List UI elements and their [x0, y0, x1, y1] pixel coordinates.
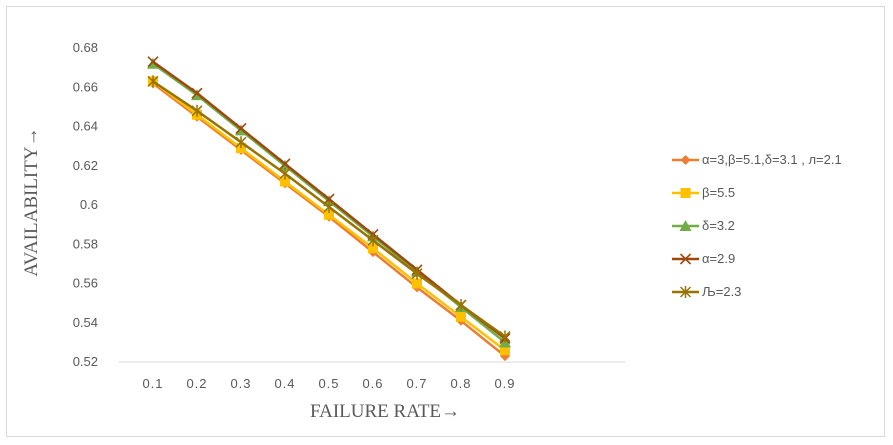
x-tick-label: 0.9	[494, 376, 515, 391]
data-point	[191, 87, 203, 99]
legend-label: δ=3.2	[702, 218, 735, 233]
y-tick-label: 0.58	[73, 236, 98, 251]
legend-item: α=3,β=5.1,δ=3.1 , л=2.1	[672, 152, 842, 167]
data-point	[147, 75, 159, 88]
marker-stroke	[279, 158, 291, 170]
y-tick-label: 0.56	[73, 276, 98, 291]
x-tick-label: 0.6	[362, 376, 383, 391]
legend-item: β=5.5	[672, 185, 735, 200]
x-tick-label: 0.2	[186, 376, 207, 391]
x-axis-title: FAILURE RATE→	[310, 401, 460, 422]
data-point	[279, 167, 291, 180]
y-axis-title: AVAILABILITY→	[21, 127, 42, 276]
y-tick-label: 0.54	[73, 315, 98, 330]
data-point	[147, 56, 159, 68]
data-point	[235, 122, 247, 135]
data-point	[323, 200, 335, 213]
legend-marker	[680, 155, 691, 165]
series-5	[147, 75, 511, 343]
x-tick-label: 0.3	[230, 376, 251, 391]
data-point	[499, 330, 511, 343]
data-point	[279, 158, 291, 170]
data-point	[411, 267, 423, 280]
plot-area: 0.52 0.54 0.56 0.58 0.6 0.62 0.64 0.66 0.68 0.1 0.…	[73, 40, 625, 391]
legend-label: α=2.9	[702, 251, 735, 266]
series-2	[148, 76, 510, 356]
x-tick-label: 0.4	[274, 376, 295, 391]
legend-label: α=3,β=5.1,δ=3.1 , л=2.1	[702, 152, 842, 167]
legend-item: Љ=2.3	[672, 284, 741, 299]
legend-item: δ=3.2	[672, 218, 735, 233]
legend-marker	[679, 253, 692, 265]
data-point	[191, 104, 203, 117]
series-group	[147, 56, 511, 362]
x-tick-label: 0.5	[318, 376, 339, 391]
legend-item: α=2.9	[672, 251, 735, 266]
legend: α=3,β=5.1,δ=3.1 , л=2.1 β=5.5 δ=3.2 α=2.9 Љ=…	[672, 152, 842, 299]
data-point	[368, 243, 378, 254]
x-tick-label: 0.7	[406, 376, 427, 391]
data-point	[456, 311, 466, 322]
legend-marker	[679, 286, 692, 298]
y-tick-label: 0.66	[73, 79, 98, 94]
y-tick-label: 0.52	[73, 354, 98, 369]
legend-marker	[680, 188, 691, 198]
data-point	[455, 299, 467, 312]
data-point	[323, 193, 335, 205]
y-tick-label: 0.6	[80, 197, 98, 212]
data-point	[280, 176, 290, 187]
data-point	[235, 136, 247, 149]
marker-stroke	[191, 87, 203, 99]
x-tick-label: 0.8	[450, 376, 471, 391]
data-point	[324, 209, 334, 220]
legend-marker	[679, 220, 692, 231]
legend-label: β=5.5	[702, 185, 735, 200]
data-point	[412, 278, 422, 289]
marker-stroke	[323, 193, 335, 205]
marker-stroke	[679, 253, 692, 265]
data-point	[367, 234, 379, 247]
marker-stroke	[235, 122, 247, 135]
y-tick-label: 0.62	[73, 158, 98, 173]
marker-stroke	[147, 56, 159, 68]
y-tick-label: 0.68	[73, 40, 98, 55]
y-tick-label: 0.64	[73, 119, 98, 134]
data-point	[500, 345, 510, 356]
legend-label: Љ=2.3	[702, 284, 741, 299]
x-tick-label: 0.1	[142, 376, 163, 391]
